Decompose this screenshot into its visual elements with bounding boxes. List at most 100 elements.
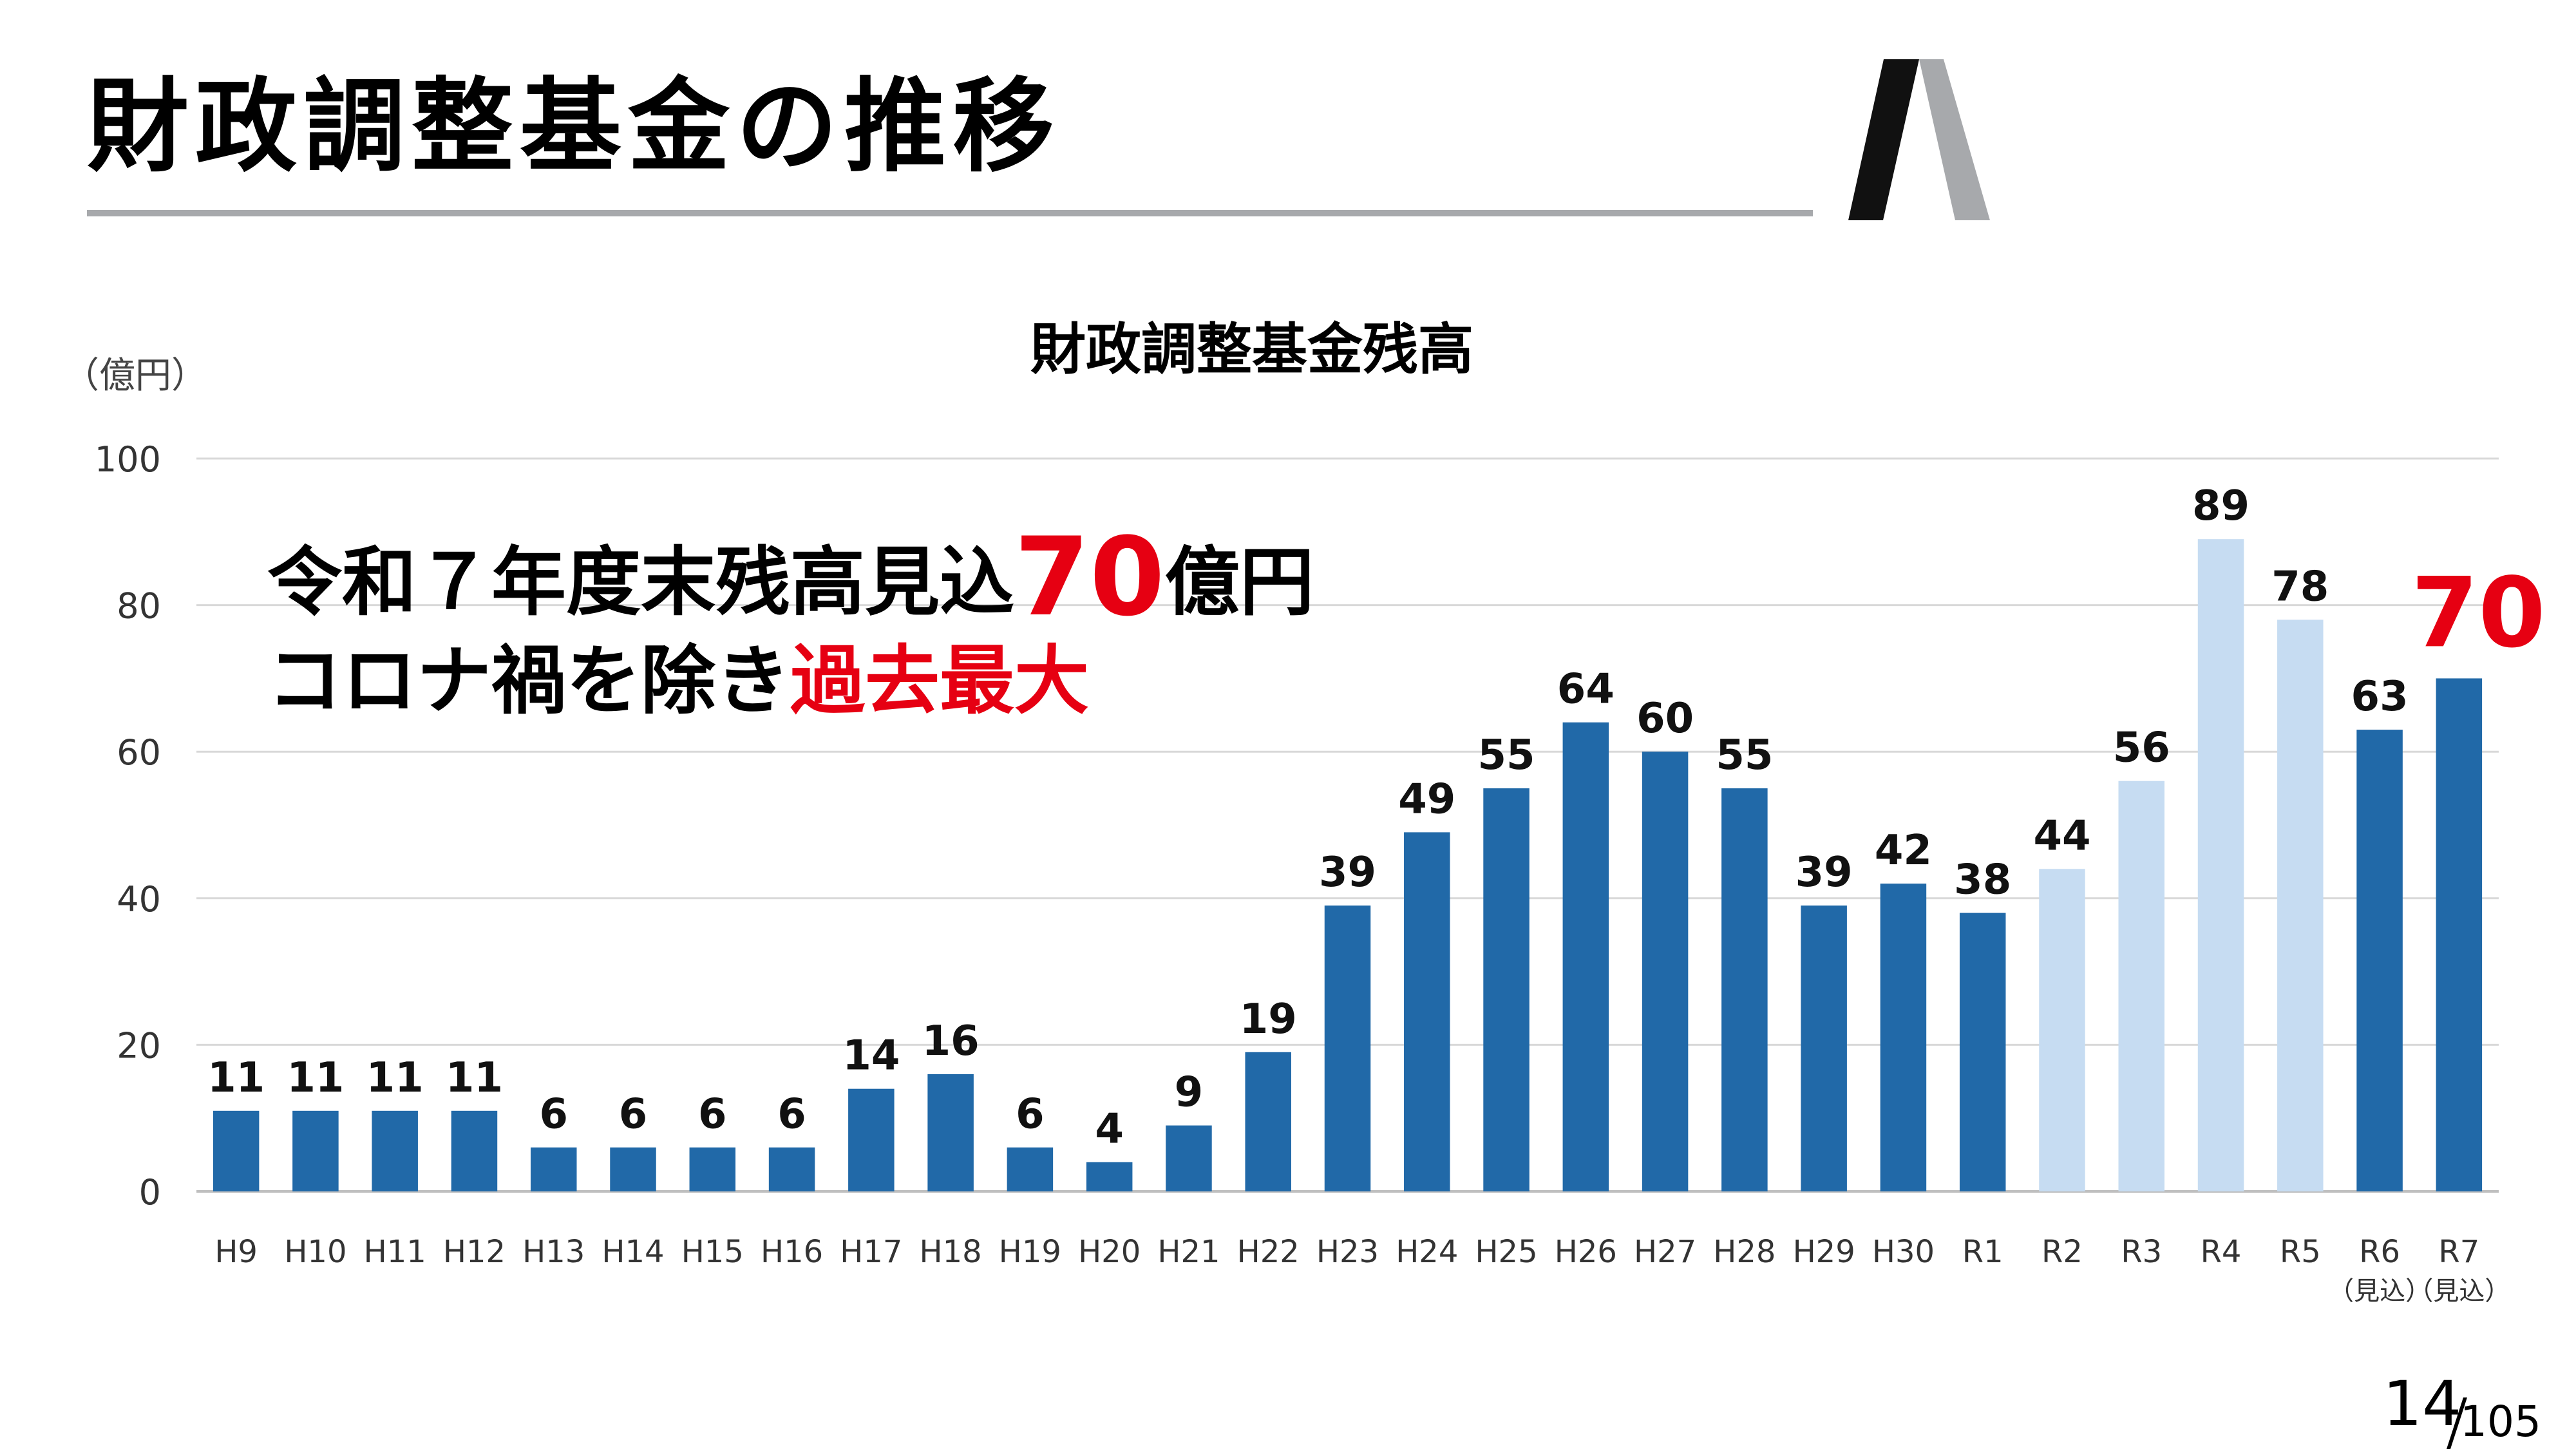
x-tick-label: H9 [214, 1234, 258, 1270]
data-label: 63 [2351, 673, 2409, 721]
callout-line-1: 令和７年度末残高見込70億円 [267, 523, 1314, 631]
x-tick-label: H14 [601, 1234, 664, 1270]
x-tick-label: H24 [1396, 1234, 1458, 1270]
title-rule [87, 210, 1813, 216]
x-tick-label: H11 [364, 1234, 426, 1270]
bar [927, 1074, 974, 1191]
bar [848, 1088, 895, 1191]
bar [1324, 905, 1371, 1191]
bar [2277, 620, 2324, 1191]
bar [2039, 869, 2085, 1191]
x-tick-label: H27 [1634, 1234, 1696, 1270]
data-label: 56 [2113, 724, 2170, 772]
data-label: 19 [1240, 996, 1297, 1043]
page-total: 105 [2460, 1397, 2541, 1446]
data-label: 11 [446, 1054, 503, 1102]
x-tick-label: H16 [761, 1234, 823, 1270]
bar [1245, 1052, 1291, 1191]
x-tick-label: H28 [1713, 1234, 1776, 1270]
data-label: 39 [1319, 849, 1376, 896]
x-tick-label: R4 [2201, 1234, 2242, 1270]
bar [1086, 1162, 1133, 1191]
bar [1404, 832, 1450, 1191]
bar [2118, 781, 2165, 1191]
data-label: 49 [1398, 775, 1455, 823]
x-tick-label: H15 [681, 1234, 744, 1270]
data-label: 9 [1175, 1069, 1204, 1117]
x-tick-note: （見込） [2328, 1276, 2431, 1306]
bar [372, 1110, 418, 1191]
bar [768, 1147, 815, 1191]
x-tick-label: R6 [2359, 1234, 2400, 1270]
callout-line1-value: 70 [1014, 514, 1165, 640]
bar [1483, 788, 1530, 1191]
data-label: 14 [842, 1032, 900, 1080]
bar [1642, 752, 1689, 1191]
y-tick-label: 20 [117, 1025, 161, 1066]
x-tick-label: H29 [1793, 1234, 1855, 1270]
data-label: 78 [2271, 563, 2329, 611]
x-tick-label: H13 [522, 1234, 585, 1270]
callout-line1-suffix: 億円 [1164, 539, 1314, 626]
bar [1721, 788, 1768, 1191]
data-label: 38 [1954, 857, 2011, 904]
y-axis-unit-label: （億円） [63, 355, 207, 397]
x-tick-note: （見込） [2407, 1276, 2510, 1306]
data-label: 4 [1095, 1105, 1124, 1153]
data-label: 42 [1875, 827, 1932, 875]
bar [689, 1147, 736, 1191]
bar [1166, 1125, 1212, 1191]
callout-line2-highlight: 過去最大 [790, 638, 1089, 724]
x-tick-label: H12 [443, 1234, 506, 1270]
x-tick-label: H23 [1316, 1234, 1379, 1270]
callout-line1-prefix: 令和７年度末残高見込 [267, 539, 1014, 626]
bar [1880, 884, 1927, 1191]
x-tick-label: H25 [1475, 1234, 1537, 1270]
y-tick-label: 60 [117, 732, 161, 773]
slide-title: 財政調整基金の推移 [87, 68, 1061, 186]
y-tick-label: 80 [117, 586, 161, 627]
brand-logo [1848, 59, 1990, 220]
data-label: 11 [207, 1054, 265, 1102]
y-tick-label: 40 [117, 879, 161, 920]
data-label: 64 [1557, 666, 1615, 714]
data-label: 6 [1016, 1091, 1045, 1139]
bar [2356, 730, 2403, 1191]
data-label: 6 [698, 1091, 727, 1139]
bar [451, 1110, 498, 1191]
bar [292, 1110, 339, 1191]
x-tick-label: H26 [1555, 1234, 1617, 1270]
x-tick-label: H18 [920, 1234, 982, 1270]
x-tick-label: H30 [1872, 1234, 1935, 1270]
data-label: 11 [287, 1054, 344, 1102]
x-tick-label: H20 [1078, 1234, 1141, 1270]
bar [1562, 722, 1609, 1191]
bar [2436, 678, 2483, 1191]
data-label: 55 [1478, 732, 1535, 779]
x-tick-label: R3 [2121, 1234, 2162, 1270]
x-tick-label: H17 [840, 1234, 902, 1270]
page-number: 14 [2383, 1368, 2462, 1440]
bar [213, 1110, 260, 1191]
chart-title: 財政調整基金残高 [1030, 317, 1473, 382]
y-tick-label: 0 [139, 1172, 161, 1213]
x-tick-label: H10 [284, 1234, 346, 1270]
data-label: 6 [619, 1091, 648, 1139]
data-label: 70 [2411, 557, 2546, 669]
bar [2197, 539, 2244, 1191]
bar [530, 1147, 577, 1191]
data-label: 39 [1795, 849, 1853, 896]
x-tick-label: R5 [2280, 1234, 2321, 1270]
x-tick-label: R2 [2041, 1234, 2083, 1270]
x-tick-label: R1 [1962, 1234, 2003, 1270]
x-tick-label: H19 [999, 1234, 1061, 1270]
data-label: 44 [2033, 812, 2090, 860]
x-tick-label: H21 [1157, 1234, 1220, 1270]
data-label: 60 [1636, 695, 1694, 743]
y-tick-label: 100 [95, 439, 161, 480]
data-label: 11 [366, 1054, 424, 1102]
callout-line2-prefix: コロナ禍を除き [267, 638, 790, 724]
bar [1007, 1147, 1054, 1191]
bar [610, 1147, 656, 1191]
